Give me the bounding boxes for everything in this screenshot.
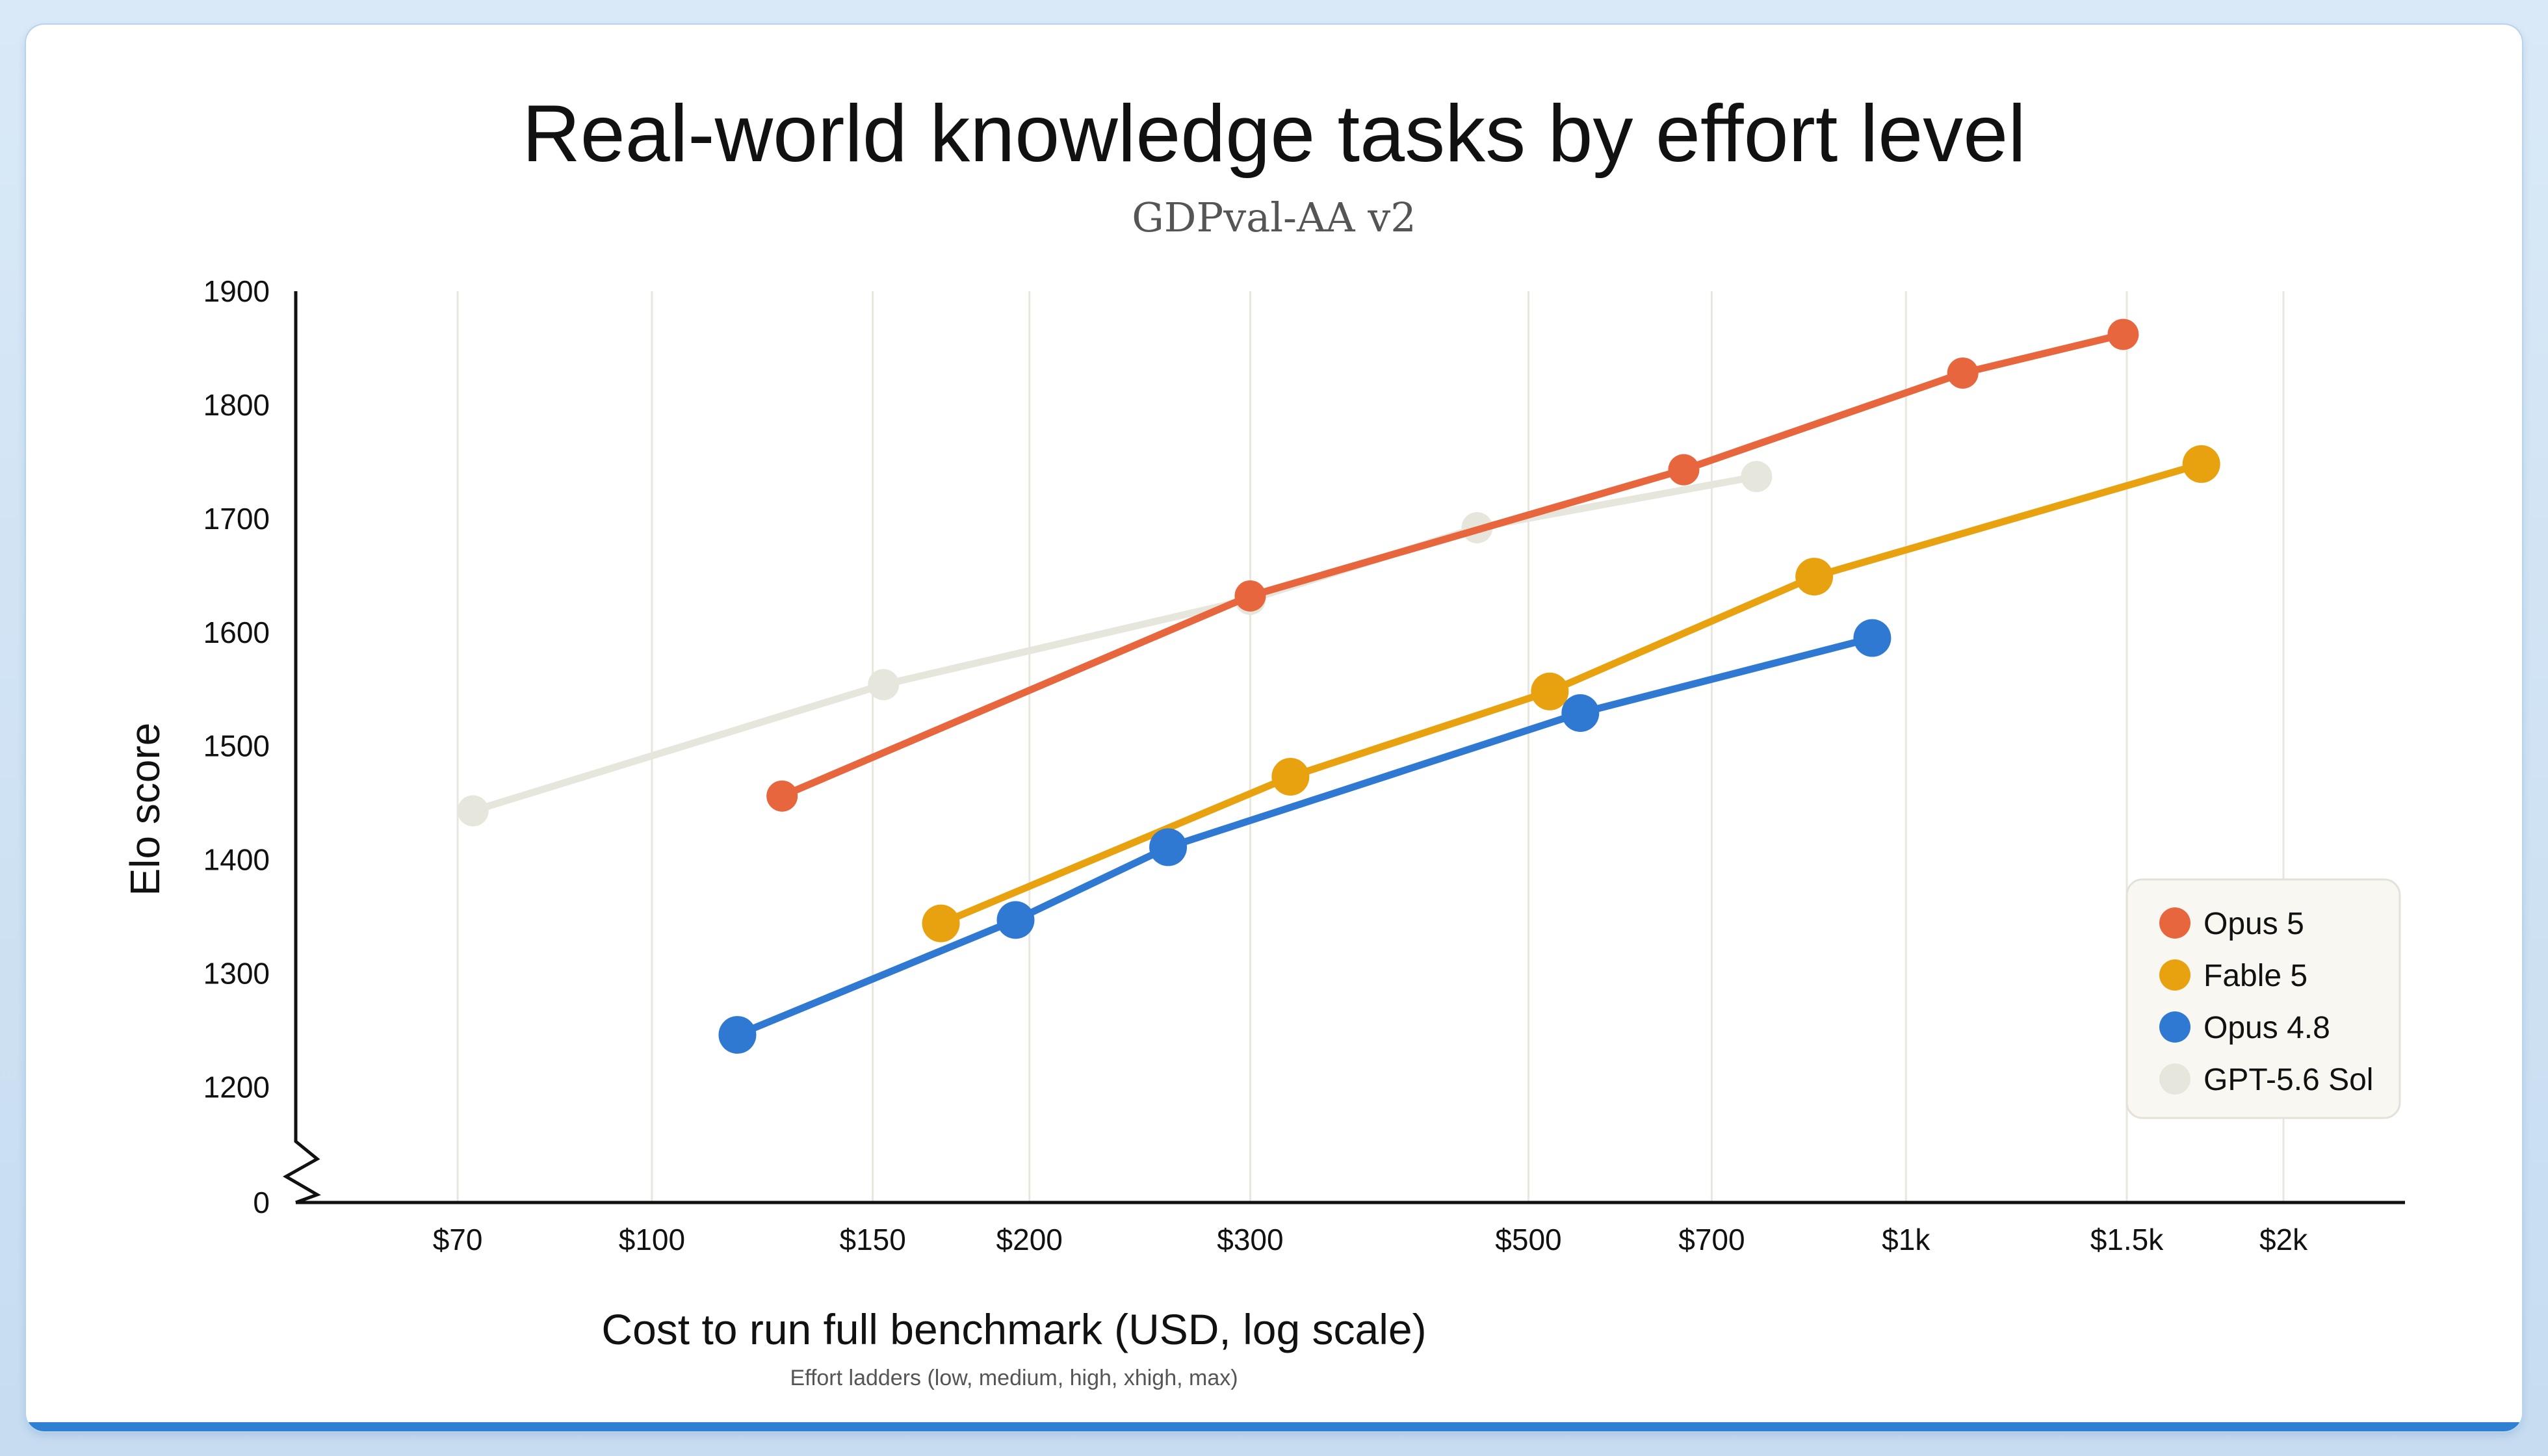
data-point-fable-5 bbox=[1271, 757, 1310, 796]
data-point-opus-5 bbox=[2107, 318, 2139, 350]
legend-label: GPT-5.6 Sol bbox=[2204, 1063, 2373, 1097]
y-tick-label: 1600 bbox=[203, 616, 270, 649]
x-tick-label: $1k bbox=[1882, 1223, 1930, 1256]
legend-swatch bbox=[2159, 1011, 2190, 1043]
data-point-opus-4-8 bbox=[1561, 694, 1600, 733]
series-opus-5 bbox=[766, 318, 2139, 812]
x-axis-label: Cost to run full benchmark (USD, log sca… bbox=[601, 1305, 1426, 1353]
data-point-gpt-5-6-sol bbox=[868, 669, 900, 701]
legend-box bbox=[2126, 878, 2401, 1119]
legend-label: Opus 4.8 bbox=[2204, 1011, 2330, 1045]
legend-label: Opus 5 bbox=[2204, 907, 2304, 941]
x-tick-label: $150 bbox=[839, 1223, 905, 1256]
y-tick-label: 1900 bbox=[203, 274, 270, 308]
x-tick-label: $700 bbox=[1678, 1223, 1745, 1256]
legend-swatch bbox=[2159, 959, 2190, 991]
data-point-gpt-5-6-sol bbox=[457, 795, 489, 827]
data-point-fable-5 bbox=[922, 904, 960, 942]
data-point-fable-5 bbox=[1531, 672, 1569, 710]
y-tick-label: 1200 bbox=[203, 1071, 270, 1104]
x-tick-label: $300 bbox=[1217, 1223, 1283, 1256]
legend-label: Fable 5 bbox=[2204, 959, 2308, 993]
y-axis-label: Elo score bbox=[122, 723, 168, 896]
data-point-opus-5 bbox=[766, 780, 798, 812]
data-point-opus-4-8 bbox=[996, 901, 1035, 939]
legend: Opus 5 Fable 5 Opus 4.8 GPT-5.6 Sol bbox=[2126, 878, 2401, 1119]
y-tick-label: 1500 bbox=[203, 729, 270, 763]
data-point-opus-5 bbox=[1947, 357, 1979, 389]
chart-footnote: Effort ladders (low, medium, high, xhigh… bbox=[790, 1366, 1238, 1390]
chart-card: $70 $100 $150 $200 $300 $500 $700 $1k $1.5k $2k 19… bbox=[26, 25, 2522, 1431]
data-point-opus-4-8 bbox=[718, 1016, 757, 1054]
x-tick-label: $2k bbox=[2259, 1223, 2308, 1256]
series-opus-4-8 bbox=[718, 619, 1892, 1054]
chart-title: Real-world knowledge tasks by effort lev… bbox=[522, 89, 2026, 179]
y-tick-label: 1800 bbox=[203, 388, 270, 422]
x-tick-label: $200 bbox=[996, 1223, 1063, 1256]
data-point-opus-5 bbox=[1234, 580, 1266, 612]
y-tick-label: 1300 bbox=[203, 957, 270, 991]
y-tick-label: 1700 bbox=[203, 502, 270, 536]
series-gpt-5-6-sol bbox=[457, 461, 1773, 827]
legend-swatch bbox=[2159, 1063, 2190, 1095]
x-tick-label: $100 bbox=[619, 1223, 685, 1256]
data-point-fable-5 bbox=[2182, 445, 2220, 483]
series-line-opus-4-8 bbox=[733, 634, 1876, 1039]
data-point-opus-4-8 bbox=[1853, 619, 1892, 657]
y-axis-line bbox=[282, 291, 321, 1204]
series-line-gpt-5-6-sol bbox=[469, 473, 1760, 814]
chart-subtitle: GDPval-AA v2 bbox=[1132, 194, 1416, 241]
data-point-fable-5 bbox=[1795, 558, 1834, 596]
data-point-opus-5 bbox=[1668, 454, 1700, 486]
x-tick-label: $1.5k bbox=[2090, 1223, 2164, 1256]
y-tick-label: 1400 bbox=[203, 843, 270, 877]
data-point-opus-4-8 bbox=[1149, 828, 1188, 866]
data-point-gpt-5-6-sol bbox=[1741, 461, 1773, 493]
x-tick-label: $500 bbox=[1495, 1223, 1561, 1256]
legend-swatch bbox=[2159, 907, 2190, 939]
series-fable-5 bbox=[922, 445, 2220, 942]
x-tick-label: $70 bbox=[433, 1223, 483, 1256]
series-line-fable-5 bbox=[937, 460, 2205, 928]
y-tick-label-zero: 0 bbox=[253, 1186, 270, 1219]
chart: $70 $100 $150 $200 $300 $500 $700 $1k $1.5k $2k 19… bbox=[122, 89, 2405, 1390]
